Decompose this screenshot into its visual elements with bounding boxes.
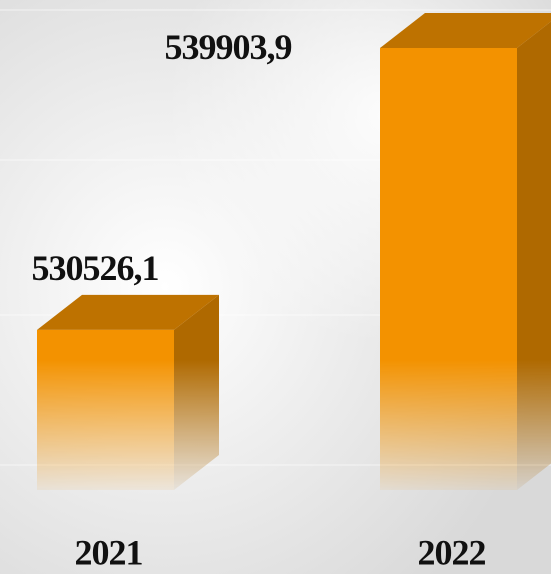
bar (380, 47, 517, 490)
bar-side (517, 21, 551, 490)
value-label: 539903,9 (165, 27, 292, 67)
bar (37, 329, 174, 490)
x-tick-label: 2021 (75, 532, 143, 572)
bar-top (37, 294, 219, 330)
x-tick-label: 2022 (418, 532, 486, 572)
bars (37, 12, 551, 490)
value-label: 530526,1 (32, 248, 159, 288)
bar-side (174, 294, 219, 490)
bar-top (380, 12, 551, 48)
